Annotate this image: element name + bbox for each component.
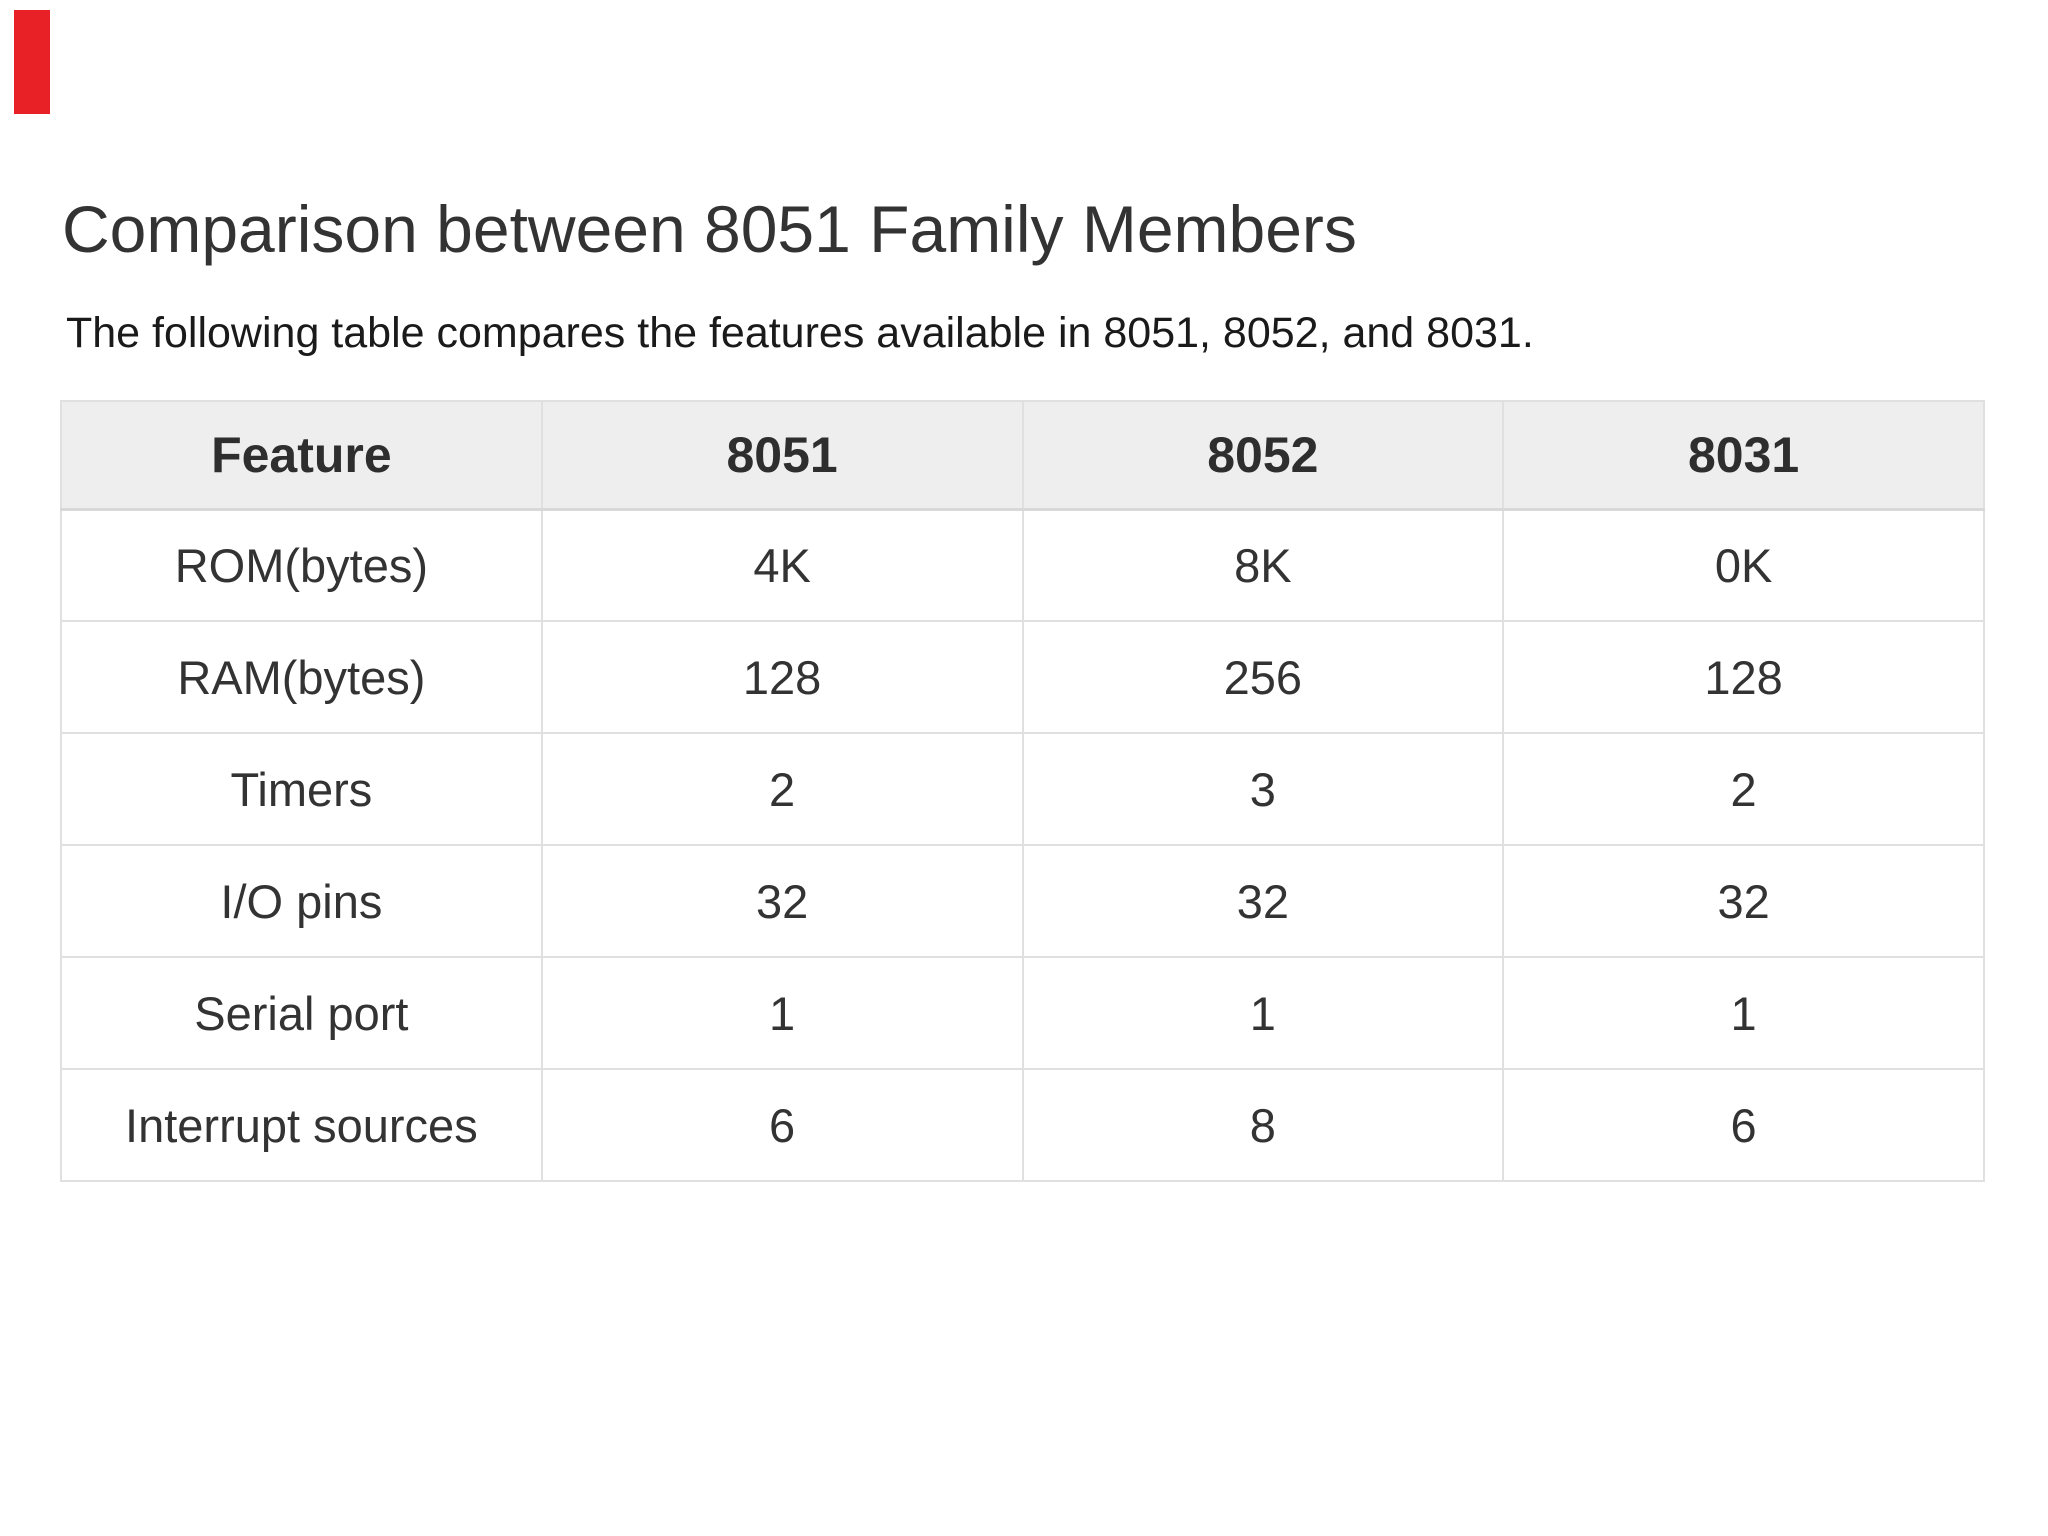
table-row: I/O pins 32 32 32 (60, 844, 1985, 958)
table-row: RAM(bytes) 128 256 128 (60, 620, 1985, 734)
red-marker (14, 10, 50, 114)
feature-cell: ROM(bytes) (60, 508, 543, 622)
intro-text: The following table compares the feature… (66, 309, 1534, 357)
column-header-8051: 8051 (540, 400, 1024, 511)
value-cell: 2 (1502, 732, 1985, 846)
value-cell: 0K (1502, 508, 1985, 622)
feature-cell: RAM(bytes) (60, 620, 543, 734)
value-cell: 3 (1021, 732, 1505, 846)
column-header-8052: 8052 (1021, 400, 1505, 511)
value-cell: 8 (1021, 1068, 1505, 1182)
value-cell: 4K (540, 508, 1024, 622)
value-cell: 1 (1502, 956, 1985, 1070)
value-cell: 32 (1021, 844, 1505, 958)
table-row: Timers 2 3 2 (60, 732, 1985, 846)
value-cell: 1 (540, 956, 1024, 1070)
value-cell: 6 (1502, 1068, 1985, 1182)
value-cell: 32 (540, 844, 1024, 958)
value-cell: 6 (540, 1068, 1024, 1182)
comparison-table: Feature 8051 8052 8031 ROM(bytes) 4K 8K … (60, 400, 1985, 1182)
column-header-8031: 8031 (1502, 400, 1985, 511)
feature-cell: Serial port (60, 956, 543, 1070)
value-cell: 32 (1502, 844, 1985, 958)
value-cell: 256 (1021, 620, 1505, 734)
table-row: Serial port 1 1 1 (60, 956, 1985, 1070)
value-cell: 128 (540, 620, 1024, 734)
table-row: Interrupt sources 6 8 6 (60, 1068, 1985, 1182)
feature-cell: Timers (60, 732, 543, 846)
table-header-row: Feature 8051 8052 8031 (60, 400, 1985, 511)
feature-cell: I/O pins (60, 844, 543, 958)
value-cell: 2 (540, 732, 1024, 846)
feature-cell: Interrupt sources (60, 1068, 543, 1182)
table-row: ROM(bytes) 4K 8K 0K (60, 508, 1985, 622)
page-title: Comparison between 8051 Family Members (62, 192, 1357, 266)
value-cell: 1 (1021, 956, 1505, 1070)
value-cell: 128 (1502, 620, 1985, 734)
value-cell: 8K (1021, 508, 1505, 622)
column-header-feature: Feature (60, 400, 543, 511)
